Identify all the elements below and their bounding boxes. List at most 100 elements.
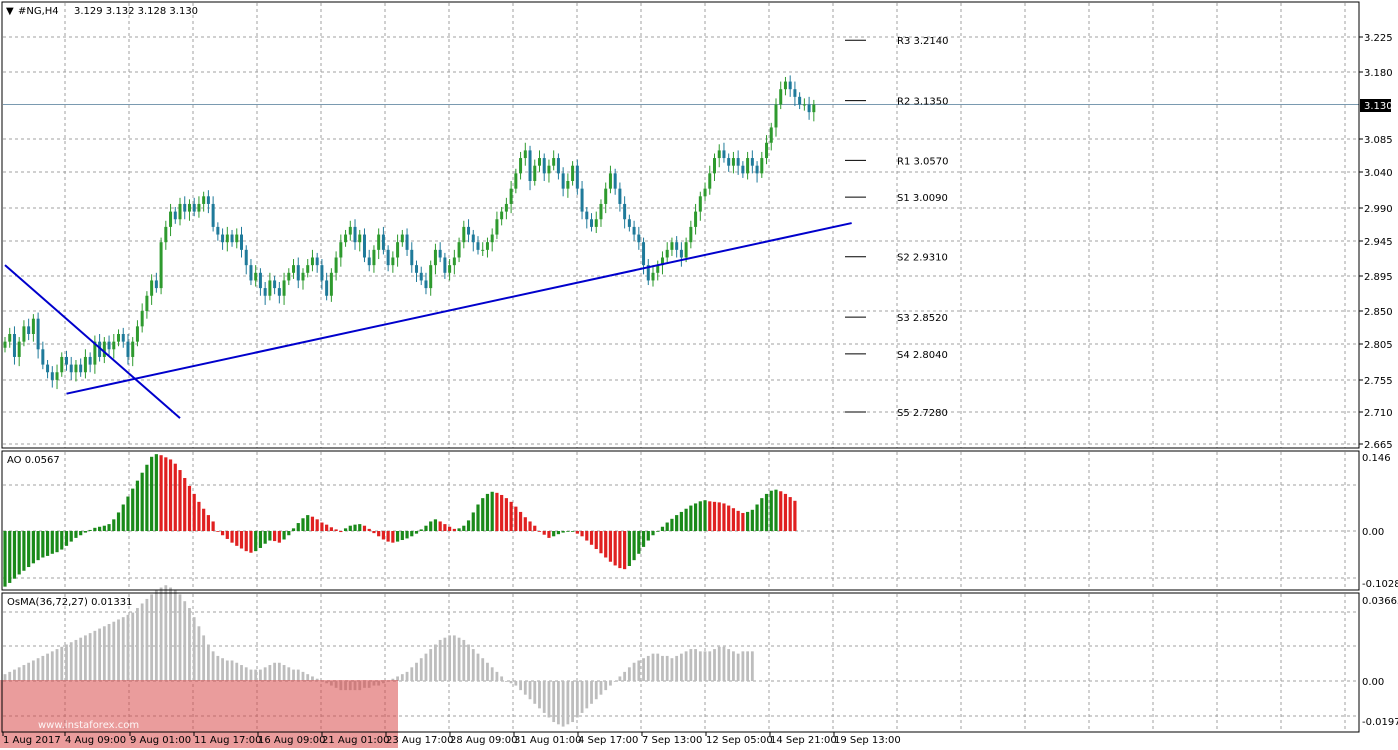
candle-body: [112, 341, 116, 350]
x-tick-label: 14 Sep 21:00: [770, 735, 837, 746]
candle-body: [514, 173, 518, 189]
candle-body: [22, 326, 26, 342]
ao-bar: [580, 531, 584, 537]
y-tick-label: 3.085: [1364, 135, 1393, 146]
osma-bar: [642, 658, 645, 681]
osma-bar: [69, 642, 73, 681]
osma-bar: [698, 651, 702, 681]
ao-bar: [736, 510, 740, 531]
candle-body: [608, 173, 612, 189]
ao-bar: [632, 531, 636, 561]
ao-bar: [93, 527, 97, 531]
candle-body: [372, 249, 376, 266]
ao-bar: [523, 517, 527, 531]
candle-body: [221, 234, 225, 243]
ao-bar: [98, 526, 102, 531]
candle-body: [765, 142, 769, 159]
y-tick-label: 2.895: [1364, 272, 1393, 283]
osma-bar: [419, 658, 423, 681]
ao-bar: [287, 531, 291, 536]
ao-bar: [135, 480, 140, 531]
dropdown-icon[interactable]: ▼: [6, 6, 14, 17]
osma-bar: [694, 649, 697, 681]
candle-body: [287, 272, 291, 281]
osma-bar: [571, 681, 574, 723]
ao-bar: [429, 521, 433, 531]
ao-bar: [589, 531, 594, 545]
ao-bar: [173, 463, 177, 531]
osma-bar: [594, 681, 598, 700]
ao-bar: [301, 518, 305, 531]
ao-bar: [206, 515, 210, 531]
candle-body: [656, 265, 660, 273]
candle-body: [164, 226, 168, 243]
y-tick-label: 2.805: [1364, 340, 1393, 351]
candle-body: [462, 226, 466, 243]
candle-body: [367, 257, 371, 266]
candle-body: [798, 96, 802, 105]
osma-bar: [391, 678, 395, 681]
candle-body: [561, 173, 565, 189]
candle-body: [812, 104, 816, 113]
osma-bar: [717, 646, 721, 681]
candle-body: [580, 188, 584, 212]
symbol-label: #NG,H4: [18, 6, 59, 17]
osma-bar: [22, 665, 26, 681]
osma-bar: [301, 671, 305, 681]
support-trendline[interactable]: [66, 222, 852, 395]
ao-bar: [395, 531, 400, 542]
candle-body: [381, 234, 385, 250]
ao-bar: [367, 528, 371, 531]
candle-body: [93, 341, 97, 365]
ao-bar: [764, 493, 769, 531]
osma-bar: [523, 681, 527, 695]
osma-bar: [282, 665, 286, 681]
ao-bar: [315, 519, 319, 531]
osma-bar: [88, 633, 92, 681]
candle-body: [519, 158, 523, 174]
candle-body: [292, 265, 296, 273]
osma-bar: [46, 653, 49, 681]
ao-bar: [637, 531, 641, 554]
osma-bar: [575, 681, 579, 718]
ao-bar: [3, 531, 7, 587]
ao-bar: [623, 531, 627, 570]
candle-body: [64, 356, 68, 365]
ao-bar: [783, 493, 788, 531]
x-tick-label: 23 Aug 17:00: [386, 735, 453, 746]
ao-bar: [627, 531, 631, 566]
osma-bar: [457, 637, 461, 681]
ao-bar: [22, 531, 26, 571]
candle-body: [689, 226, 693, 243]
osma-bar: [107, 624, 111, 681]
osma-bar: [438, 639, 442, 681]
pivot-label: R1 3.0570: [897, 156, 948, 167]
pivot-label: S1 3.0090: [897, 193, 948, 204]
ao-bar: [575, 531, 579, 534]
candle-body: [500, 211, 504, 220]
candle-body: [235, 234, 239, 243]
candle-body: [60, 356, 64, 373]
osma-bar: [746, 651, 750, 681]
ao-bar: [500, 494, 504, 531]
candle-body: [173, 211, 177, 220]
ao-bar: [462, 525, 466, 531]
watermark-text: www.instaforex.com: [38, 720, 139, 731]
osma-bar: [670, 658, 674, 681]
ao-bar: [121, 504, 125, 531]
osma-bar: [452, 635, 456, 681]
candle-body: [296, 265, 300, 281]
ao-bar: [230, 531, 234, 543]
osma-bar: [131, 612, 135, 681]
candle-body: [783, 81, 787, 90]
ao-bar: [164, 457, 168, 531]
resistance-trendline[interactable]: [4, 264, 181, 419]
osma-bar: [98, 628, 101, 681]
candle-body: [727, 158, 731, 166]
candle-body: [230, 234, 234, 243]
ao-bar: [755, 504, 759, 531]
osma-bar: [467, 644, 470, 681]
candle-body: [741, 165, 745, 174]
candle-body: [713, 158, 716, 174]
ao-bar: [599, 531, 603, 554]
